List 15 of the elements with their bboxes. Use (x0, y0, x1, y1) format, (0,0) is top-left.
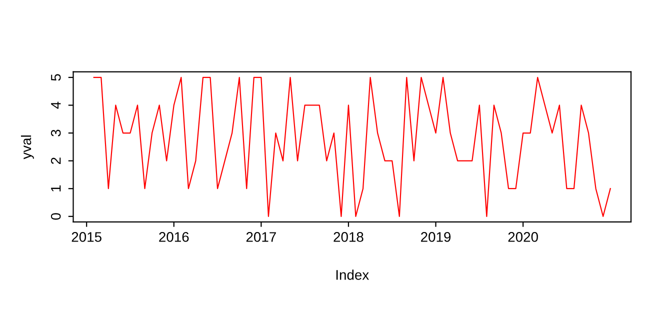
x-tick-label: 2017 (246, 232, 276, 242)
y-tick-label: 5 (51, 74, 61, 81)
line-series (93, 76, 611, 217)
x-tick-label: 2020 (508, 232, 538, 242)
y-axis-title: yval (20, 135, 34, 160)
x-axis-title: Index (336, 270, 369, 280)
x-tick-label: 2015 (72, 232, 102, 242)
x-tick-label: 2018 (334, 232, 364, 242)
y-tick-label: 0 (50, 213, 61, 220)
y-tick-label: 1 (51, 185, 61, 192)
y-tick-label: 4 (51, 102, 61, 109)
x-tick-label: 2019 (421, 232, 451, 242)
x-tick-label: 2016 (159, 232, 189, 242)
y-tick-label: 2 (50, 158, 61, 164)
y-tick-label: 3 (50, 130, 61, 136)
